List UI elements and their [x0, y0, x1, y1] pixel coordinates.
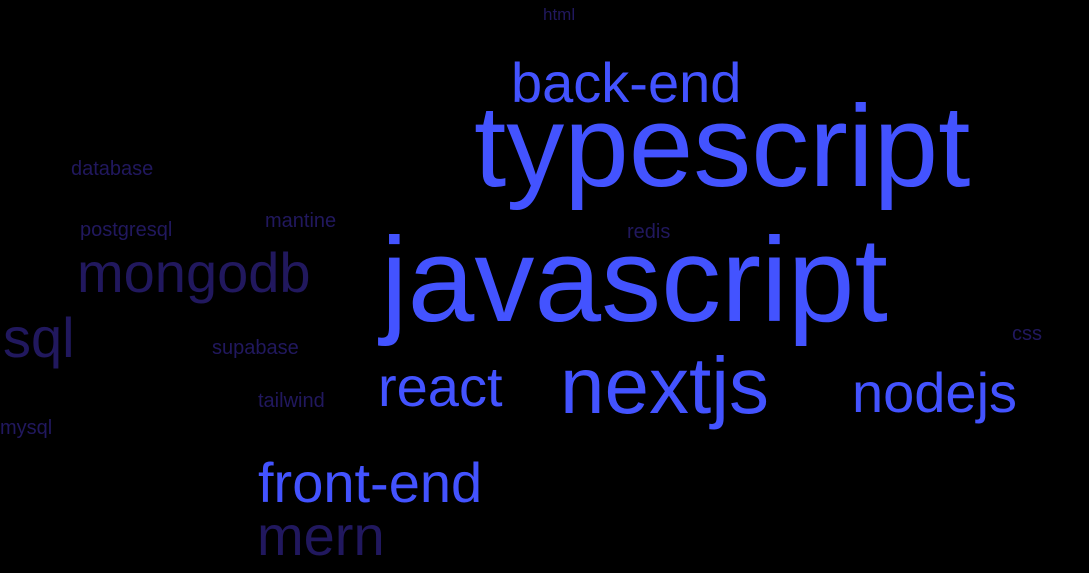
word-supabase: supabase — [212, 337, 299, 359]
word-mantine: mantine — [265, 210, 337, 232]
word-nodejs: nodejs — [852, 361, 1018, 424]
word-javascript: javascript — [381, 213, 888, 347]
word-sql: sql — [3, 306, 75, 369]
word-front-end: front-end — [258, 451, 483, 514]
word-nextjs: nextjs — [560, 341, 769, 430]
word-css: css — [1012, 323, 1042, 345]
word-react: react — [378, 355, 503, 418]
word-mern: mern — [257, 504, 385, 567]
word-mysql: mysql — [0, 417, 53, 439]
word-html: html — [543, 5, 576, 24]
word-back-end: back-end — [511, 51, 742, 114]
word-tailwind: tailwind — [258, 390, 325, 412]
word-mongodb: mongodb — [77, 241, 311, 304]
word-postgresql: postgresql — [80, 219, 173, 241]
word-database: database — [71, 158, 154, 180]
word-redis: redis — [627, 221, 671, 243]
word-typescript: typescript — [474, 81, 971, 211]
